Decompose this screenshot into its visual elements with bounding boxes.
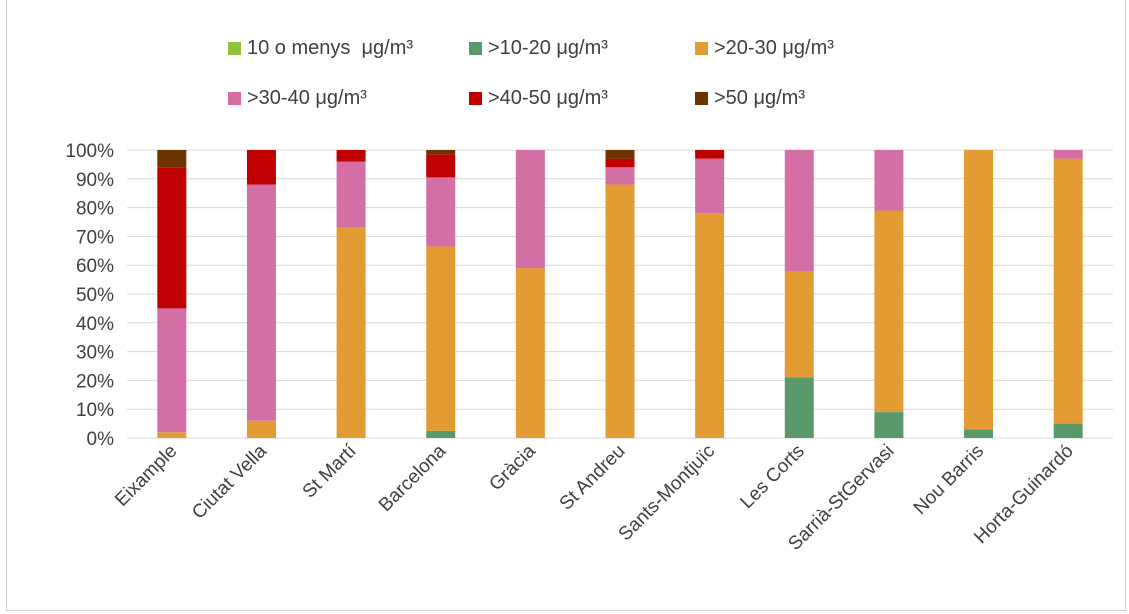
legend-swatch-2: [469, 42, 482, 55]
legend-label-4: >30-40 μg/m³: [247, 87, 367, 109]
y-tick-label: 10%: [76, 400, 114, 421]
bar-segment: [784, 150, 814, 271]
legend: 10 o menys μg/m³ >10-20 μg/m³ >20-30 μg/…: [0, 0, 1129, 130]
legend-item-6: >50 μg/m³: [695, 87, 805, 110]
y-tick-label: 30%: [76, 343, 114, 364]
bar-segment: [426, 246, 456, 431]
bar-segment: [426, 154, 456, 178]
bar-segment: [695, 213, 725, 438]
legend-label-2: >10-20 μg/m³: [488, 37, 608, 59]
bar-segment: [157, 150, 187, 168]
y-tick-label: 70%: [76, 227, 114, 248]
x-tick-label: Gràcia: [485, 440, 540, 495]
legend-item-4: >30-40 μg/m³: [228, 87, 367, 110]
bar-segment: [695, 158, 725, 214]
bar-segment: [246, 184, 276, 421]
chart-frame: [6, 0, 1126, 611]
y-tick-label: 90%: [76, 170, 114, 191]
bar-segment: [1053, 158, 1083, 424]
bar-segment: [605, 184, 635, 438]
y-tick-label: 40%: [76, 314, 114, 335]
bar-segment: [695, 150, 725, 159]
bar-segment: [874, 412, 904, 438]
legend-label-5: >40-50 μg/m³: [488, 87, 608, 109]
x-tick-label: St Andreu: [556, 441, 630, 515]
y-tick-label: 100%: [65, 141, 114, 162]
legend-label-3: >20-30 μg/m³: [714, 37, 834, 59]
y-tick-label: 50%: [76, 285, 114, 306]
bar-segment: [874, 210, 904, 413]
bar-segment: [426, 150, 456, 155]
bar-segment: [246, 150, 276, 185]
bar-segment: [426, 177, 456, 247]
bars: [157, 150, 1083, 438]
bar-segment: [426, 430, 456, 438]
x-tick-label: Nou Barris: [910, 441, 988, 519]
bar-segment: [157, 308, 187, 433]
legend-swatch-1: [228, 42, 241, 55]
legend-item-1: 10 o menys μg/m³: [228, 37, 413, 60]
y-tick-label: 80%: [76, 199, 114, 220]
bar-segment: [157, 167, 187, 309]
bar-segment: [336, 161, 366, 228]
x-tick-label: Eixample: [111, 441, 181, 511]
legend-swatch-6: [695, 92, 708, 105]
legend-item-2: >10-20 μg/m³: [469, 37, 608, 60]
bar-segment: [336, 227, 366, 438]
x-tick-label: Les Corts: [736, 441, 808, 513]
x-tick-label: Sants-Montjuïc: [615, 441, 719, 545]
bar-segment: [605, 167, 635, 185]
bar-segment: [1053, 423, 1083, 438]
x-tick-label: Ciutat Vella: [188, 440, 271, 523]
bar-segment: [515, 150, 545, 269]
y-tick-label: 60%: [76, 256, 114, 277]
legend-label-6: >50 μg/m³: [714, 87, 806, 109]
bar-segment: [246, 420, 276, 438]
x-tick-label: St Martí: [299, 440, 361, 502]
y-tick-label: 0%: [87, 429, 115, 450]
legend-item-3: >20-30 μg/m³: [695, 37, 834, 60]
legend-label-1: 10 o menys μg/m³: [247, 37, 414, 59]
bar-segment: [1053, 150, 1083, 159]
bar-segment: [605, 150, 635, 159]
bar-segment: [874, 150, 904, 211]
legend-swatch-4: [228, 92, 241, 105]
bar-segment: [515, 268, 545, 438]
bar-segment: [784, 377, 814, 438]
bar-segment: [336, 150, 366, 162]
bar-segment: [157, 432, 187, 438]
legend-swatch-3: [695, 42, 708, 55]
legend-item-5: >40-50 μg/m³: [469, 87, 608, 110]
x-axis: Eixample Ciutat Vella St Martí Barcelona Grà…: [111, 440, 1077, 555]
bar-segment: [605, 158, 635, 168]
y-tick-label: 20%: [76, 371, 114, 392]
legend-swatch-5: [469, 92, 482, 105]
bar-segment: [964, 429, 994, 438]
bar-segment: [784, 270, 814, 378]
y-axis: 0% 10% 20% 30% 40% 50% 60% 70% 80% 90% 100%: [65, 141, 114, 450]
x-tick-label: Barcelona: [375, 440, 451, 516]
bar-segment: [964, 150, 994, 430]
